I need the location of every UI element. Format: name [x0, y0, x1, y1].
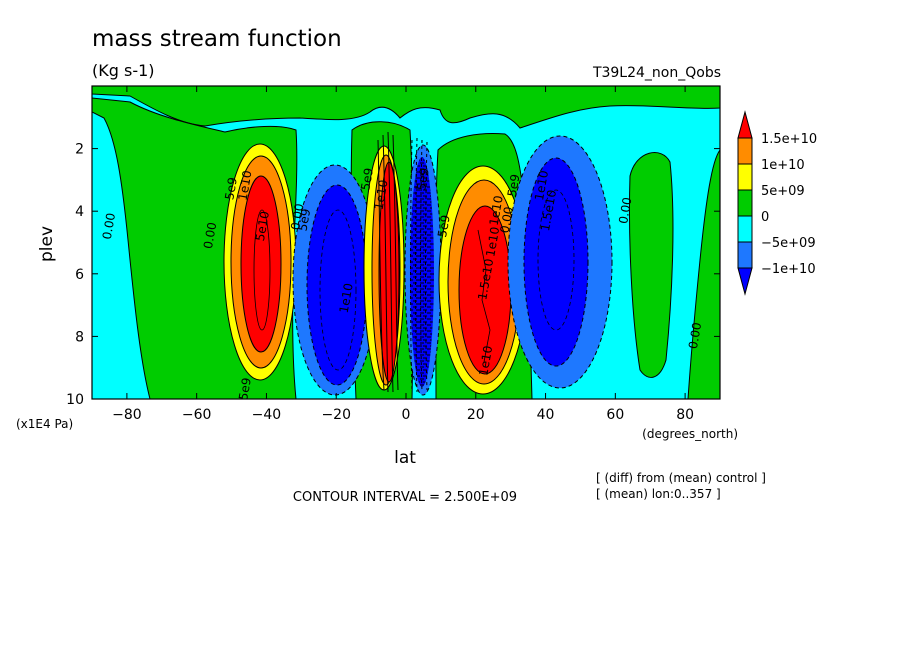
x-axis-units: (degrees_north)	[642, 427, 738, 441]
contour-interval: CONTOUR INTERVAL = 2.500E+09	[293, 490, 517, 505]
contour-label: 5e9	[435, 214, 453, 239]
contour-label: 0.00	[686, 321, 704, 350]
field-green-patch-east	[629, 152, 674, 378]
x-tick-label: −40	[252, 407, 282, 423]
x-tick-label: 80	[676, 407, 694, 423]
cell-n-neg-core	[523, 157, 589, 367]
contour-label: 0.00	[616, 196, 634, 225]
contour-label: 0.00	[498, 206, 516, 235]
contour-label: 1e10	[372, 179, 391, 211]
contour-label: 1e10	[487, 194, 506, 226]
contour-label: 0.00	[100, 212, 118, 241]
field-green-top	[92, 86, 720, 129]
note-diff: [ (diff) from (mean) control ]	[596, 471, 766, 485]
contour-label: 5e9	[236, 377, 254, 402]
colorbar: 1.5e+10 1e+10 5e+09 0 −5e+09 −1e+10	[737, 110, 817, 296]
negative-cell-equator	[404, 144, 442, 396]
cell-s-red	[240, 175, 282, 353]
colorbar-label: 5e+09	[761, 184, 805, 199]
x-tick-label: 60	[606, 407, 624, 423]
colorbar-label: 1.5e+10	[761, 132, 817, 147]
contour-label: 1e10	[236, 169, 255, 201]
y-tick-label: 6	[75, 267, 84, 283]
contour-label: 5e9	[222, 176, 240, 201]
colorbar-top-arrow	[737, 110, 753, 139]
colorbar-label: 0	[761, 210, 769, 225]
y-axis: 2 4 6 8 10	[66, 142, 720, 408]
cell-n-neg-inner-contour	[537, 189, 575, 331]
contour-label: 1e10	[532, 169, 551, 201]
y-tick-label: 10	[66, 392, 84, 408]
chart-title: mass stream function	[92, 26, 342, 52]
colorbar-box	[737, 241, 753, 269]
contour-label: 5e9	[414, 167, 432, 192]
cell-n-inner-contour	[477, 229, 491, 363]
x-axis-label: lat	[394, 448, 416, 468]
x-tick-label: 0	[402, 407, 411, 423]
x-tick-label: 40	[537, 407, 555, 423]
colorbar-label: −5e+09	[761, 236, 816, 251]
cell-s-inner-contour	[253, 209, 271, 331]
negative-cell-north	[507, 135, 613, 389]
y-tick-label: 2	[75, 142, 84, 158]
x-tick-label: −60	[182, 407, 212, 423]
experiment-label: T39L24_non_Qobs	[592, 65, 721, 81]
colorbar-label: 1e+10	[761, 158, 805, 173]
field-green-strip-northpole	[687, 149, 720, 399]
positive-cell-north	[438, 165, 528, 395]
x-tick-label: −80	[112, 407, 142, 423]
colorbar-box	[737, 163, 753, 191]
chart-units: (Kg s-1)	[92, 61, 155, 80]
contour-label: 5e9	[505, 173, 523, 198]
negative-cell-south	[292, 164, 378, 396]
note-mean: [ (mean) lon:0..357 ]	[596, 487, 721, 501]
cell-eq-neg-core	[410, 157, 434, 387]
x-tick-label: 20	[467, 407, 485, 423]
colorbar-label: −1e+10	[761, 262, 816, 277]
colorbar-bottom-arrow	[737, 267, 753, 296]
contour-label: 0.00	[201, 221, 219, 250]
plot-area: 0.00 0.005e91e105e105e90.005e91e105e91e10…	[92, 86, 720, 402]
positive-cell-south	[223, 143, 297, 381]
contour-label: 5e10	[253, 210, 272, 242]
contour-label: 5e9	[296, 208, 314, 233]
y-tick-label: 4	[75, 204, 84, 220]
equator-dense-contours	[377, 131, 428, 393]
colorbar-box	[737, 215, 753, 243]
y-tick-label: 8	[75, 329, 84, 345]
contour-label: 1e10	[476, 345, 495, 377]
contour-label: 5e9	[358, 167, 376, 192]
y-axis-units: (x1E4 Pa)	[16, 417, 73, 431]
x-axis: −80 −60 −40 −20 0 20 40 60 80	[112, 86, 694, 423]
contour-label: 1e10	[483, 226, 502, 258]
positive-cell-equator	[363, 145, 405, 391]
x-tick-label: −20	[321, 407, 351, 423]
contour-label: 0.00	[288, 202, 306, 231]
contour-label: 1e10	[337, 282, 356, 314]
cell-s-neg-core	[306, 184, 368, 386]
colorbar-box	[737, 189, 753, 217]
y-axis-label: plev	[37, 226, 57, 262]
cell-s-neg-inner-contour	[319, 209, 357, 371]
colorbar-box	[737, 137, 753, 165]
